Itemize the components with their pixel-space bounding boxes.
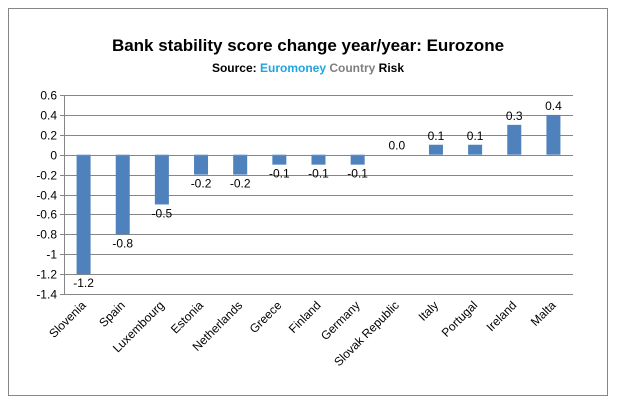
y-tick-label: -0.6 — [36, 208, 57, 222]
data-label: -0.1 — [269, 167, 290, 181]
source-brand: Euromoney — [259, 61, 326, 75]
data-label: 0.0 — [388, 139, 405, 153]
y-tick-label: 0.6 — [40, 89, 57, 103]
bar — [272, 154, 287, 165]
source-brand-suffix: Country — [326, 61, 376, 75]
data-label: -0.8 — [112, 236, 133, 250]
y-tick-label: -0.2 — [36, 169, 57, 183]
bar — [468, 144, 483, 155]
bar — [350, 154, 365, 165]
y-tick-label: -0.4 — [36, 189, 57, 203]
data-label: -0.1 — [347, 167, 368, 181]
chart-source: Source: Euromoney Country Risk — [8, 61, 608, 75]
chart-frame — [8, 8, 608, 396]
data-label: 0.3 — [506, 109, 523, 123]
category-label: Slovenia — [46, 298, 89, 341]
bar — [76, 154, 91, 275]
y-tick-label: 0.4 — [40, 109, 57, 123]
y-tick-label: -1 — [46, 248, 57, 262]
bar — [546, 114, 561, 155]
y-tick-label: 0.2 — [40, 129, 57, 143]
source-prefix: Source: — [211, 61, 260, 75]
bar — [194, 154, 209, 175]
y-tick-label: -0.8 — [36, 228, 57, 242]
bar — [154, 154, 169, 205]
category-label: Spain — [96, 298, 128, 330]
data-label: -0.2 — [191, 177, 212, 191]
data-label: -0.1 — [308, 167, 329, 181]
data-label: 0.1 — [428, 129, 445, 143]
category-label: Finland — [286, 298, 324, 336]
category-label: Ireland — [484, 298, 520, 334]
y-tick-label: 0 — [50, 149, 57, 163]
category-label: Estonia — [168, 298, 206, 336]
data-label: -1.2 — [73, 276, 94, 290]
data-label: -0.5 — [152, 206, 173, 220]
bar — [428, 144, 443, 155]
chart-title: Bank stability score change year/year: E… — [111, 36, 505, 55]
data-label: 0.1 — [467, 129, 484, 143]
category-label: Greece — [247, 298, 285, 336]
bar — [233, 154, 248, 175]
bar — [115, 154, 130, 235]
y-tick-label: -1.4 — [36, 288, 57, 302]
category-label: Portugal — [439, 298, 481, 340]
category-label: Italy — [416, 298, 441, 323]
source-rest: Risk — [375, 61, 405, 75]
data-label: 0.4 — [545, 99, 562, 113]
data-label: -0.2 — [230, 177, 251, 191]
category-label: Malta — [528, 298, 559, 329]
bar — [311, 154, 326, 165]
y-tick-label: -1.2 — [36, 268, 57, 282]
bar — [507, 124, 522, 155]
